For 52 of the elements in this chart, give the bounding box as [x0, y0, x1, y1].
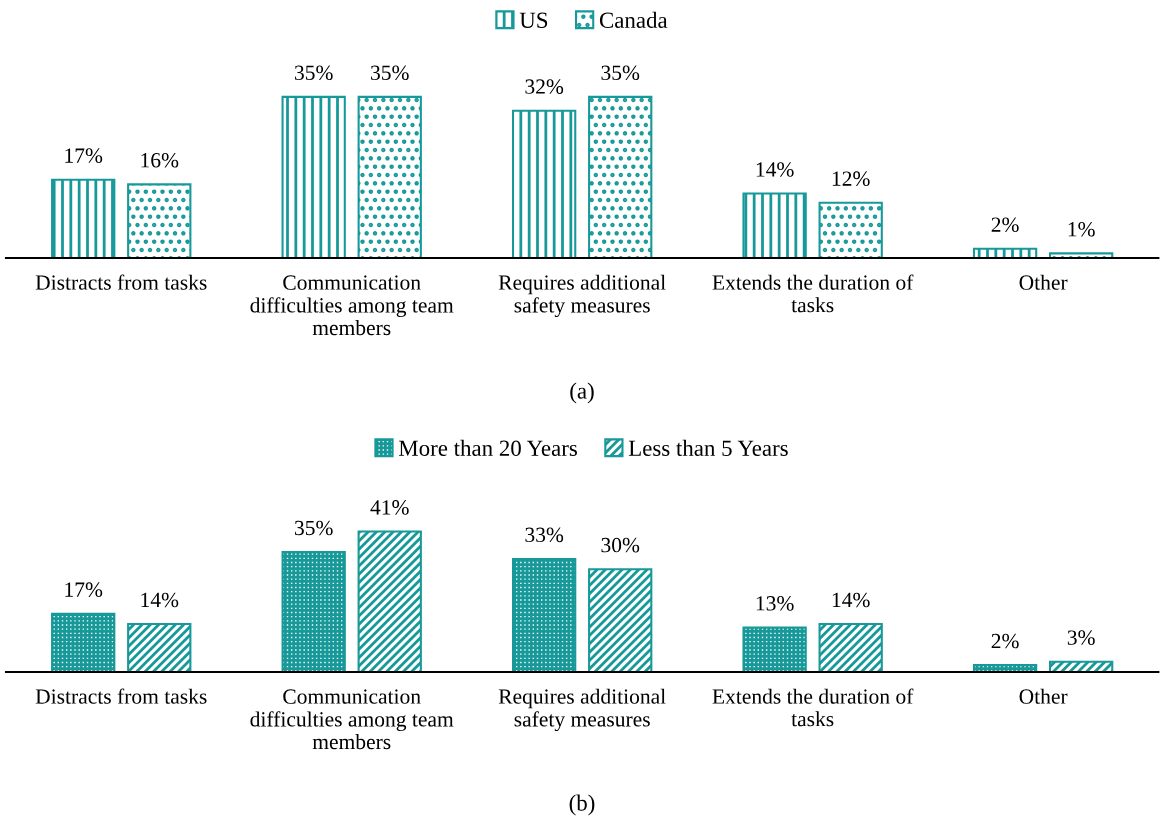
x-tick-label: Requires additional safety measures	[498, 688, 666, 732]
data-label: 41%	[370, 500, 409, 515]
data-label: 30%	[601, 537, 640, 553]
bar	[588, 568, 653, 672]
data-label: 35%	[294, 65, 333, 81]
legend-label: US	[519, 12, 548, 28]
bar	[818, 622, 883, 672]
bar	[281, 95, 346, 258]
bar	[127, 183, 192, 258]
legend-label: More than 20 Years	[398, 439, 577, 456]
x-tick-label: Communication difficulties among team members	[250, 275, 454, 336]
bar	[357, 530, 422, 672]
bar	[281, 551, 346, 672]
data-label: 2%	[991, 633, 1019, 649]
x-tick-label: Distracts from tasks	[35, 688, 207, 704]
bar	[511, 557, 577, 672]
bar	[127, 622, 192, 672]
x-tick-label: Distracts from tasks	[35, 274, 207, 290]
bar	[742, 626, 807, 672]
data-label: 35%	[371, 65, 409, 81]
data-label: 35%	[294, 520, 333, 536]
bar	[588, 95, 653, 258]
data-label: 17%	[65, 148, 103, 163]
data-label: 2%	[991, 217, 1019, 232]
x-tick-label: Extends the duration of tasks	[712, 274, 914, 313]
x-tick-label: Other	[1019, 688, 1068, 704]
data-label: 32%	[525, 79, 564, 94]
x-tick-label: Extends the duration of tasks	[712, 688, 914, 727]
data-label: 13%	[756, 596, 794, 611]
bar	[742, 192, 807, 258]
data-label: 14%	[141, 592, 179, 608]
data-label: 3%	[1067, 630, 1095, 645]
text: (b)	[569, 794, 595, 816]
bar	[511, 109, 577, 258]
x-tick-label: Communication difficulties among team members	[250, 689, 454, 750]
bar	[818, 201, 883, 258]
data-label: 14%	[832, 592, 870, 608]
bar	[357, 95, 422, 258]
data-label: 33%	[525, 527, 564, 543]
text: (a)	[570, 382, 594, 404]
data-label: 17%	[65, 582, 103, 597]
data-label: 35%	[601, 65, 640, 81]
data-label: 1%	[1068, 222, 1095, 237]
bar	[51, 178, 116, 258]
legend-label: Less than 5 Years	[628, 439, 788, 456]
x-tick-label: Requires additional safety measures	[498, 274, 666, 318]
data-label: 12%	[832, 171, 870, 186]
data-label: 16%	[141, 152, 179, 168]
x-tick-label: Other	[1019, 274, 1068, 290]
legend-label: Canada	[599, 11, 668, 28]
data-label: 14%	[756, 162, 794, 177]
bar	[51, 612, 116, 672]
